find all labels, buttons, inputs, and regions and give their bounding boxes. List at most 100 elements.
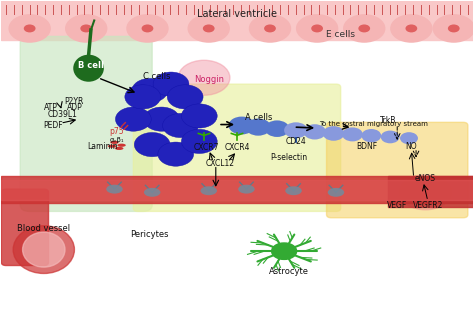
Circle shape — [132, 78, 168, 103]
Ellipse shape — [328, 188, 344, 197]
Ellipse shape — [343, 14, 385, 43]
FancyBboxPatch shape — [1, 177, 473, 204]
Circle shape — [182, 104, 217, 128]
Ellipse shape — [174, 120, 182, 125]
Ellipse shape — [65, 14, 108, 43]
Ellipse shape — [108, 144, 117, 148]
Text: αᵥβ₁: αᵥβ₁ — [109, 137, 124, 143]
Ellipse shape — [126, 14, 169, 43]
Ellipse shape — [169, 149, 178, 153]
Ellipse shape — [193, 136, 201, 141]
Ellipse shape — [127, 114, 135, 118]
Ellipse shape — [80, 24, 92, 32]
FancyBboxPatch shape — [1, 189, 48, 265]
Circle shape — [228, 117, 255, 134]
Ellipse shape — [264, 24, 276, 32]
Ellipse shape — [433, 14, 474, 43]
Text: Pericytes: Pericytes — [130, 230, 169, 239]
Circle shape — [400, 175, 451, 210]
FancyBboxPatch shape — [1, 179, 473, 200]
Text: CXCR7: CXCR7 — [193, 143, 219, 152]
Text: P-selectin: P-selectin — [270, 153, 308, 162]
Text: Lateral ventricle: Lateral ventricle — [197, 9, 277, 19]
Ellipse shape — [179, 91, 187, 96]
Text: CXCL12: CXCL12 — [206, 159, 235, 168]
Circle shape — [400, 132, 418, 144]
Ellipse shape — [23, 232, 65, 267]
Text: BDNF: BDNF — [356, 142, 377, 151]
Circle shape — [178, 60, 230, 95]
Ellipse shape — [155, 114, 164, 118]
Text: A cells: A cells — [245, 113, 272, 122]
FancyBboxPatch shape — [133, 84, 341, 212]
Ellipse shape — [358, 24, 370, 32]
Circle shape — [323, 126, 345, 141]
Ellipse shape — [203, 24, 215, 32]
Ellipse shape — [285, 186, 302, 195]
Ellipse shape — [296, 14, 338, 43]
Text: Laminin: Laminin — [87, 142, 118, 151]
FancyBboxPatch shape — [388, 177, 473, 207]
Ellipse shape — [144, 188, 160, 197]
Circle shape — [116, 107, 151, 131]
Circle shape — [284, 122, 308, 138]
Text: To the rostral migratory stream: To the rostral migratory stream — [319, 121, 428, 127]
Circle shape — [144, 107, 180, 131]
Ellipse shape — [193, 110, 201, 115]
FancyBboxPatch shape — [20, 36, 152, 212]
Text: VEGFR2: VEGFR2 — [413, 201, 443, 210]
Ellipse shape — [115, 147, 123, 150]
Text: ADP: ADP — [66, 103, 82, 112]
Ellipse shape — [136, 91, 145, 96]
Ellipse shape — [24, 24, 36, 32]
Circle shape — [153, 72, 189, 96]
Circle shape — [381, 131, 400, 143]
Ellipse shape — [448, 24, 460, 32]
Text: TrkB: TrkB — [380, 116, 396, 125]
Circle shape — [271, 242, 297, 260]
Ellipse shape — [311, 24, 323, 32]
Text: PEDF: PEDF — [44, 121, 63, 130]
Ellipse shape — [146, 139, 154, 143]
Text: Astrocyte: Astrocyte — [269, 267, 309, 276]
Circle shape — [167, 85, 203, 109]
Ellipse shape — [73, 55, 104, 82]
FancyBboxPatch shape — [1, 1, 473, 39]
Circle shape — [342, 127, 363, 142]
Ellipse shape — [188, 14, 230, 43]
Ellipse shape — [201, 186, 217, 195]
Ellipse shape — [249, 14, 291, 43]
Ellipse shape — [106, 185, 123, 194]
Text: p75: p75 — [109, 127, 124, 136]
Text: NO: NO — [406, 142, 417, 151]
Ellipse shape — [405, 24, 417, 32]
Text: P2YR: P2YR — [65, 97, 84, 106]
Ellipse shape — [110, 141, 118, 144]
Ellipse shape — [143, 85, 152, 90]
Circle shape — [182, 129, 217, 153]
Circle shape — [125, 85, 161, 109]
Text: Blood vessel: Blood vessel — [17, 224, 70, 233]
Text: ATP: ATP — [44, 103, 58, 112]
Circle shape — [265, 120, 289, 137]
Text: eNOS: eNOS — [415, 174, 436, 183]
FancyBboxPatch shape — [327, 122, 468, 218]
Circle shape — [303, 124, 326, 140]
Circle shape — [134, 133, 170, 157]
Ellipse shape — [117, 143, 126, 147]
Ellipse shape — [9, 14, 51, 43]
Text: CXCR4: CXCR4 — [224, 143, 250, 152]
Text: CD39L1: CD39L1 — [48, 110, 78, 119]
Text: E cells: E cells — [326, 30, 355, 39]
Text: Noggin: Noggin — [194, 74, 224, 83]
Circle shape — [163, 113, 198, 138]
Circle shape — [158, 142, 194, 166]
Text: B cell: B cell — [78, 61, 104, 70]
Text: C cells: C cells — [143, 72, 171, 81]
Ellipse shape — [164, 79, 173, 83]
Ellipse shape — [390, 14, 433, 43]
Circle shape — [246, 118, 271, 136]
Ellipse shape — [13, 226, 74, 273]
Ellipse shape — [142, 24, 154, 32]
Ellipse shape — [238, 185, 255, 194]
